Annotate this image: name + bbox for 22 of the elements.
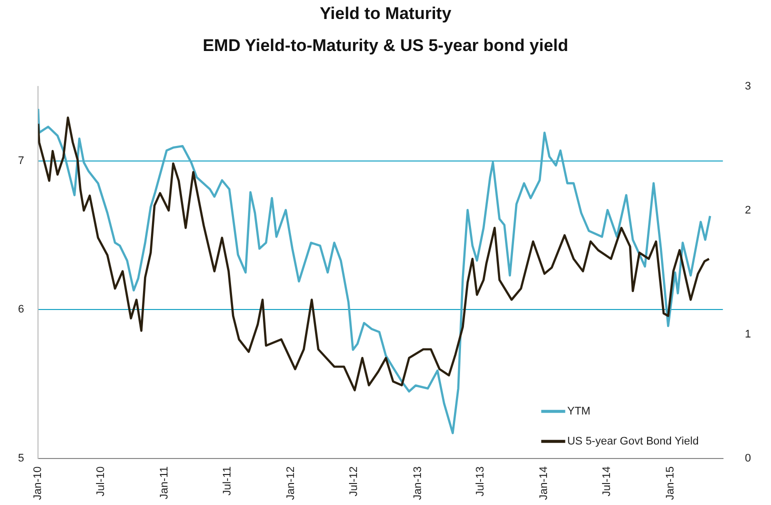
x-tick-label: Jan-11 — [158, 466, 171, 500]
x-tick-label: Jan-13 — [412, 466, 424, 500]
x-tick-label: Jul-13 — [474, 466, 486, 496]
y-tick-label: 6 — [18, 304, 24, 316]
y2-tick-label: 1 — [744, 328, 752, 340]
x-tick-label: Jul-14 — [600, 466, 613, 496]
y2-tick-label: 3 — [744, 80, 752, 93]
legend-label: US 5-year Govt Bond Yield — [567, 435, 699, 448]
y2-tick-label: 2 — [744, 204, 752, 217]
chart-subtitle: EMD Yield-to-Maturity & US 5-year bond yield — [202, 35, 570, 57]
y2-tick-label: 0 — [744, 452, 752, 464]
x-tick-label: Jan-10 — [32, 466, 44, 500]
x-tick-label: Jan-14 — [538, 466, 550, 500]
x-tick-label: Jan-15 — [664, 466, 677, 500]
x-tick-label: Jul-11 — [221, 466, 234, 496]
y-tick-label: 7 — [18, 154, 24, 167]
chart-title: Yield to Maturity — [318, 3, 452, 25]
x-tick-label: Jan-12 — [284, 466, 297, 500]
legend-label: YTM — [567, 405, 590, 418]
y-tick-label: 5 — [18, 452, 24, 464]
x-tick-label: Jul-10 — [94, 466, 107, 496]
x-tick-label: Jul-12 — [348, 466, 360, 496]
